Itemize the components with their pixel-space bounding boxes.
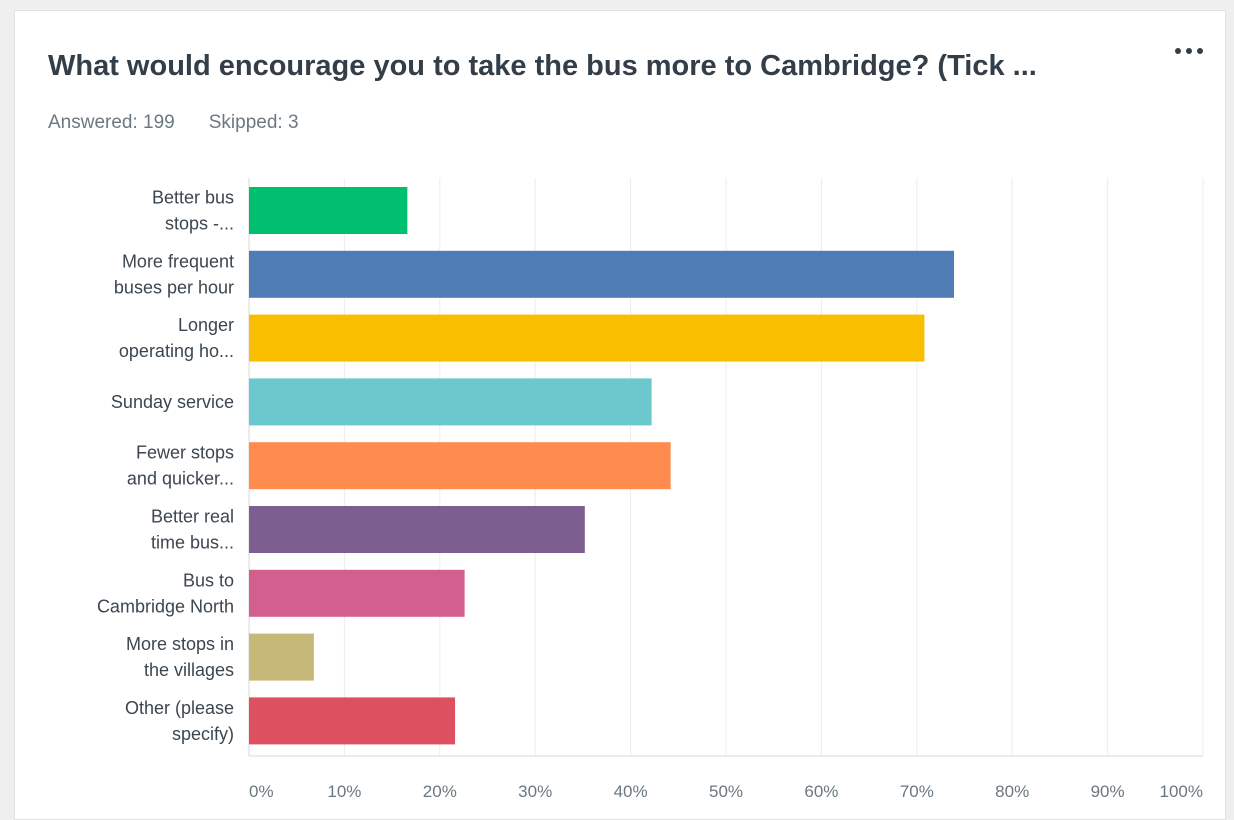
category-label: More frequent xyxy=(122,251,234,271)
x-tick-label: 30% xyxy=(518,782,552,801)
category-label: Other (please xyxy=(125,698,234,718)
x-tick-label: 40% xyxy=(614,782,648,801)
category-label: and quicker... xyxy=(127,469,234,489)
category-label: stops -... xyxy=(165,214,234,234)
bar xyxy=(249,187,408,234)
bar xyxy=(249,314,925,362)
category-label: the villages xyxy=(144,660,234,680)
category-label: Sunday service xyxy=(111,392,234,412)
x-tick-label: 90% xyxy=(1091,782,1125,801)
x-tick-label: 10% xyxy=(327,782,361,801)
category-label: Better bus xyxy=(152,188,234,208)
skipped-count: Skipped: 3 xyxy=(208,112,299,133)
category-label: Cambridge North xyxy=(97,596,234,616)
bar xyxy=(249,442,671,490)
category-label: buses per hour xyxy=(114,277,234,297)
category-label: Longer xyxy=(178,315,234,335)
bar xyxy=(249,378,652,426)
category-label: specify) xyxy=(172,724,234,744)
x-tick-label: 100% xyxy=(1160,782,1203,801)
answered-count: Answered: 199 xyxy=(48,112,175,133)
x-tick-label: 20% xyxy=(423,782,457,801)
category-label: time bus... xyxy=(151,533,234,553)
category-label: More stops in xyxy=(126,634,234,654)
category-label: Bus to xyxy=(183,570,234,590)
x-tick-label: 50% xyxy=(709,782,743,801)
bar xyxy=(249,506,585,553)
x-tick-label: 0% xyxy=(249,782,274,801)
x-tick-label: 70% xyxy=(900,782,934,801)
category-label: Fewer stops xyxy=(136,443,234,463)
bar xyxy=(249,250,955,298)
category-label: operating ho... xyxy=(119,341,234,361)
x-tick-label: 80% xyxy=(995,782,1029,801)
question-title: What would encourage you to take the bus… xyxy=(48,50,1037,82)
more-options-icon[interactable] xyxy=(1175,41,1217,61)
bar xyxy=(249,569,465,617)
category-label: Better real xyxy=(151,507,234,527)
bar xyxy=(249,697,456,745)
response-stats: Answered: 199 Skipped: 3 xyxy=(48,112,299,134)
x-tick-label: 60% xyxy=(804,782,838,801)
bar xyxy=(249,633,314,681)
